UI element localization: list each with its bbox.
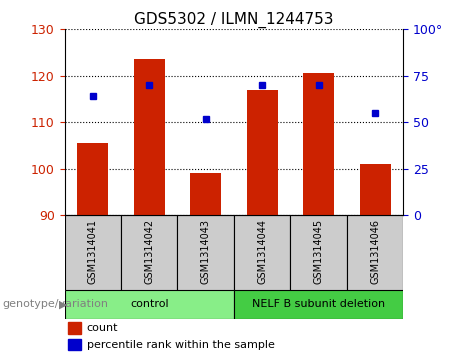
Text: GSM1314046: GSM1314046 <box>370 219 380 284</box>
Text: count: count <box>87 323 118 333</box>
Bar <box>234 290 403 319</box>
Text: percentile rank within the sample: percentile rank within the sample <box>87 340 274 350</box>
Text: GSM1314044: GSM1314044 <box>257 219 267 284</box>
Bar <box>68 322 82 334</box>
Bar <box>347 215 403 290</box>
Bar <box>65 215 121 290</box>
Bar <box>68 339 82 350</box>
Text: genotype/variation: genotype/variation <box>2 299 108 310</box>
Bar <box>234 215 290 290</box>
Text: GSM1314043: GSM1314043 <box>201 219 211 284</box>
Text: ▶: ▶ <box>59 299 67 310</box>
Text: GSM1314045: GSM1314045 <box>313 219 324 284</box>
Text: control: control <box>130 299 169 310</box>
Text: NELF B subunit deletion: NELF B subunit deletion <box>252 299 385 310</box>
Bar <box>177 215 234 290</box>
Bar <box>65 290 234 319</box>
Bar <box>121 215 177 290</box>
Bar <box>360 164 390 215</box>
Bar <box>290 215 347 290</box>
Text: GSM1314042: GSM1314042 <box>144 219 154 284</box>
Bar <box>247 90 278 215</box>
Bar <box>134 59 165 215</box>
Bar <box>303 73 334 215</box>
Bar <box>77 143 108 215</box>
Text: GSM1314041: GSM1314041 <box>88 219 98 284</box>
Title: GDS5302 / ILMN_1244753: GDS5302 / ILMN_1244753 <box>134 12 334 28</box>
Bar <box>190 174 221 215</box>
